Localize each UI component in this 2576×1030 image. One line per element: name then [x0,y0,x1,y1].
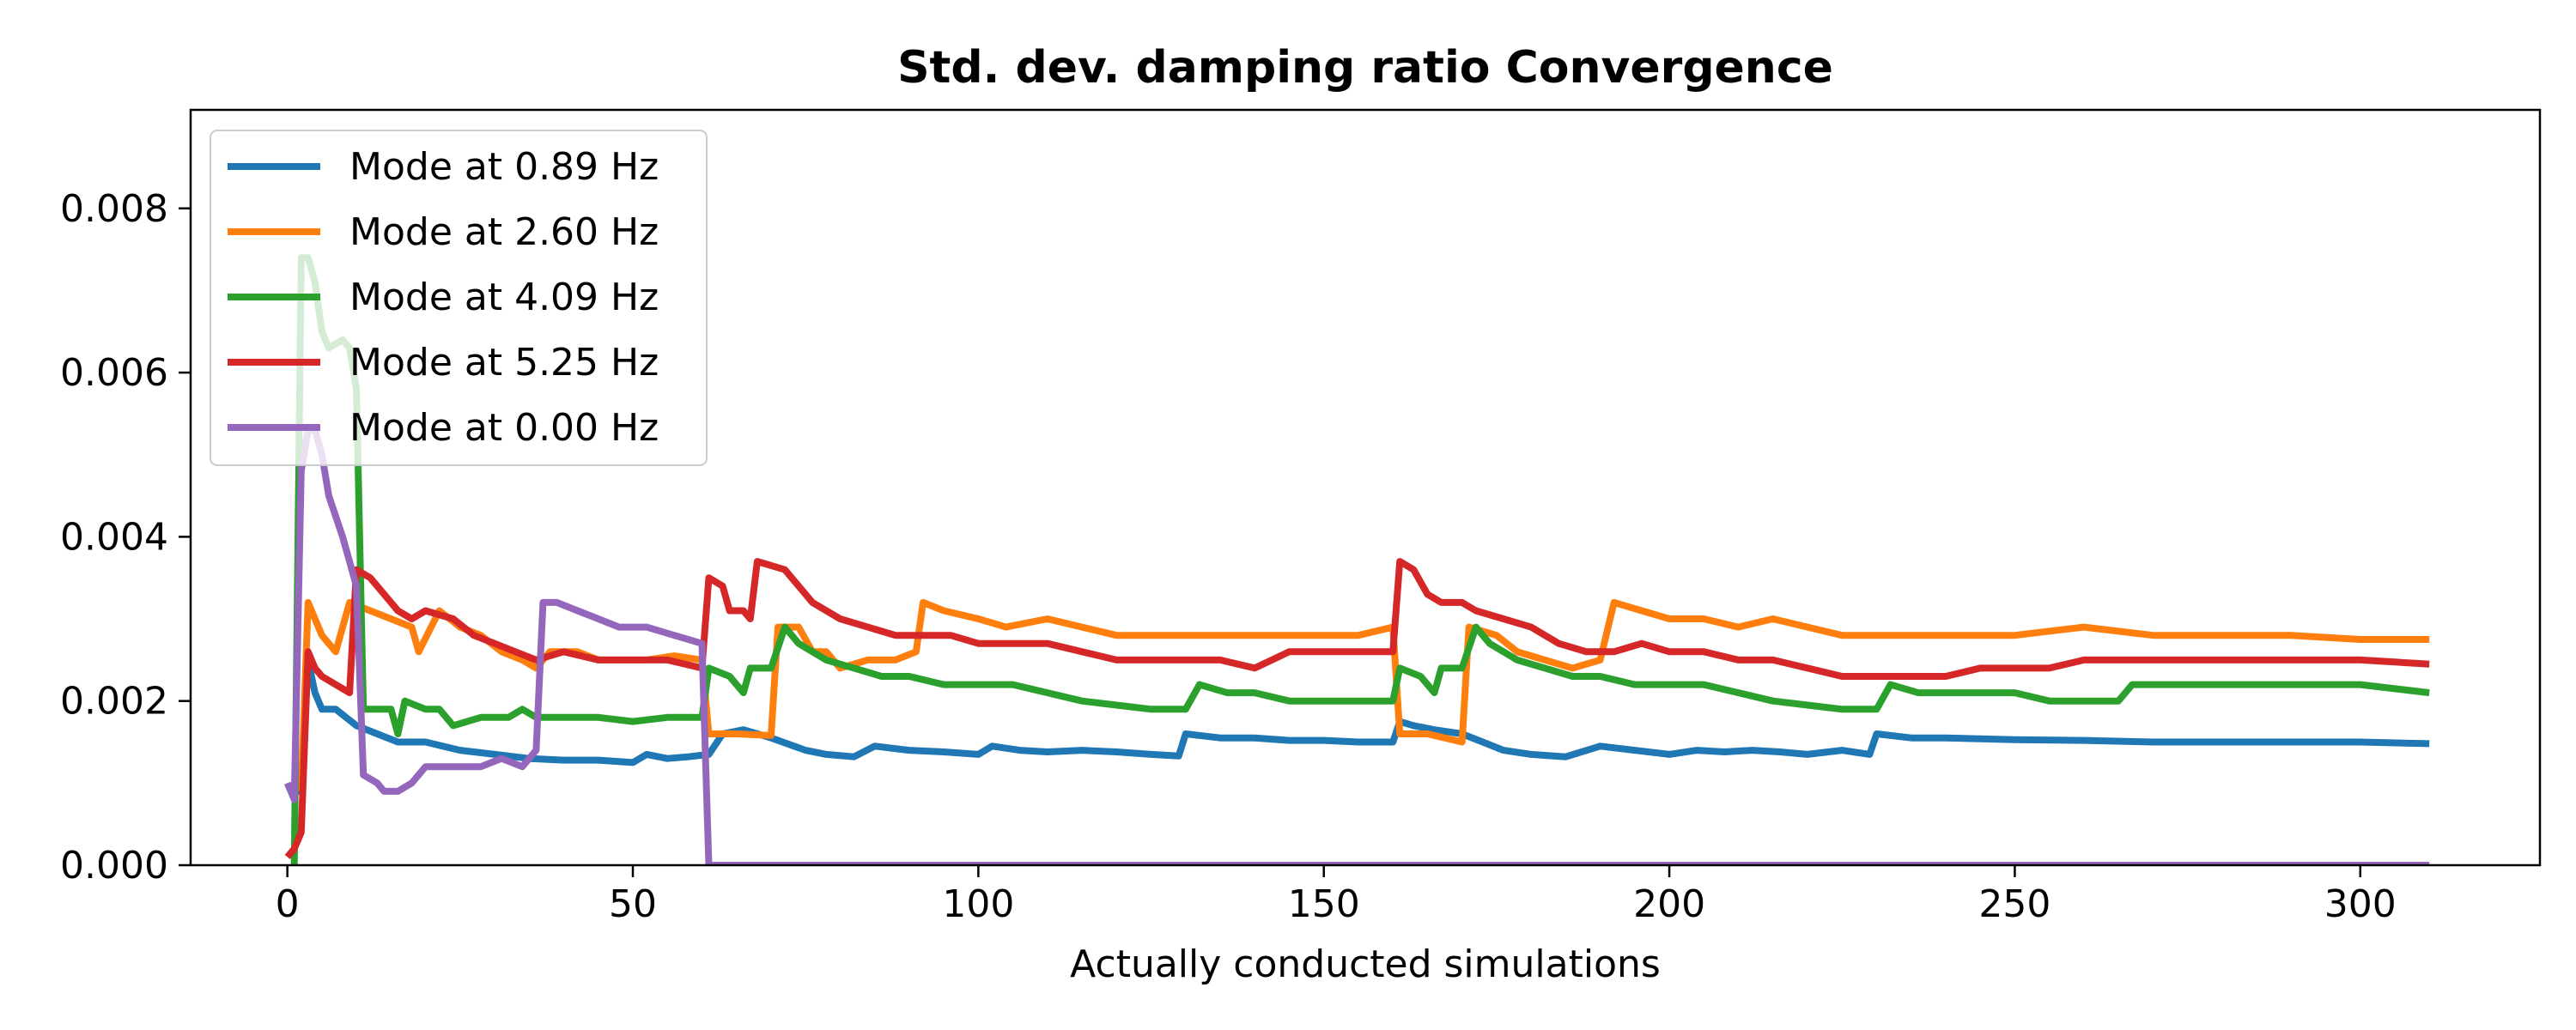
chart-title: Std. dev. damping ratio Convergence [897,42,1833,94]
x-tick-label: 50 [609,882,657,926]
x-tick-label: 300 [2324,882,2397,926]
plot-frame [189,108,2542,867]
x-tick-label: 0 [276,882,300,926]
y-axis: 0.000 0.002 0.004 0.006 0.008 [60,187,191,888]
y-tick-label: 0.002 [60,680,168,724]
series-line-2 [297,598,2430,792]
legend-label: Mode at 2.60 Hz [349,210,659,254]
legend-label: Mode at 4.09 Hz [349,276,659,319]
x-tick-label: 250 [1978,882,2050,926]
x-tick-label: 150 [1288,882,1360,926]
series-lines [284,254,2430,865]
legend-label: Mode at 0.89 Hz [349,145,659,189]
series-line-3 [290,254,2430,865]
y-tick-label: 0.006 [60,351,168,395]
legend-label: Mode at 0.00 Hz [349,406,659,450]
x-axis: 0 50 100 150 200 250 300 [276,865,2397,926]
y-tick-label: 0.000 [60,844,168,888]
legend-box [210,130,708,466]
series-line-4 [284,558,2430,859]
series-line-1 [294,656,2430,795]
y-tick-label: 0.008 [60,187,168,231]
x-tick-label: 100 [942,882,1014,926]
x-tick-label: 200 [1633,882,1705,926]
legend: Mode at 0.89 Hz Mode at 2.60 Hz Mode at 4.… [210,130,708,466]
legend-label: Mode at 5.25 Hz [349,341,659,385]
x-axis-label: Actually conducted simulations [1070,942,1661,986]
plot-area [189,108,2542,867]
y-tick-label: 0.004 [60,515,168,559]
